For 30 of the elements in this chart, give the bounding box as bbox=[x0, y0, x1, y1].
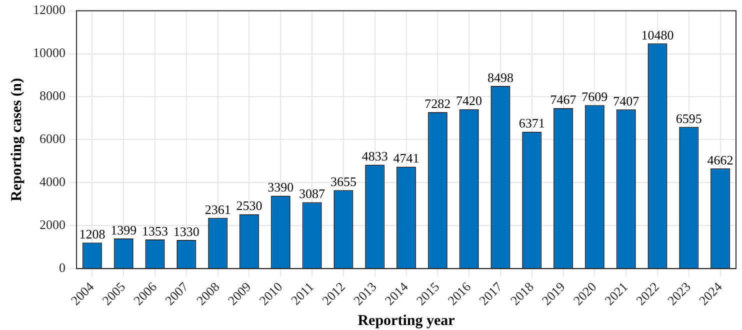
y-tick-label: 6000 bbox=[40, 131, 66, 146]
data-label: 1399 bbox=[110, 222, 137, 238]
y-axis-title: Reporting cases (n) bbox=[8, 78, 25, 202]
data-label: 1353 bbox=[142, 223, 168, 238]
y-tick-label: 10000 bbox=[33, 45, 66, 60]
data-label: 1330 bbox=[173, 224, 200, 239]
y-tick-label: 2000 bbox=[40, 217, 66, 232]
data-label: 6595 bbox=[676, 110, 702, 126]
data-label: 7420 bbox=[456, 93, 482, 108]
data-label: 7282 bbox=[424, 96, 451, 112]
data-label: 2530 bbox=[236, 198, 262, 214]
data-label: 7609 bbox=[582, 89, 608, 104]
x-axis-title: Reporting year bbox=[358, 312, 456, 329]
data-label: 1208 bbox=[79, 226, 106, 242]
y-tick-label: 0 bbox=[59, 260, 66, 276]
data-label: 3655 bbox=[330, 174, 356, 189]
y-tick-label: 12000 bbox=[33, 2, 66, 18]
data-label: 6371 bbox=[518, 116, 545, 131]
data-label: 3390 bbox=[268, 180, 294, 195]
data-label: 4741 bbox=[393, 150, 420, 166]
data-label: 10480 bbox=[641, 27, 674, 42]
y-tick-label: 4000 bbox=[40, 174, 66, 190]
y-tick-label: 8000 bbox=[40, 88, 66, 104]
data-label: 4662 bbox=[707, 152, 734, 168]
data-label: 8498 bbox=[487, 70, 514, 85]
data-label: 3087 bbox=[299, 186, 326, 202]
data-label: 7467 bbox=[550, 92, 577, 108]
data-label: 2361 bbox=[204, 202, 231, 217]
data-label: 4833 bbox=[362, 148, 388, 164]
data-label: 7407 bbox=[613, 93, 640, 108]
